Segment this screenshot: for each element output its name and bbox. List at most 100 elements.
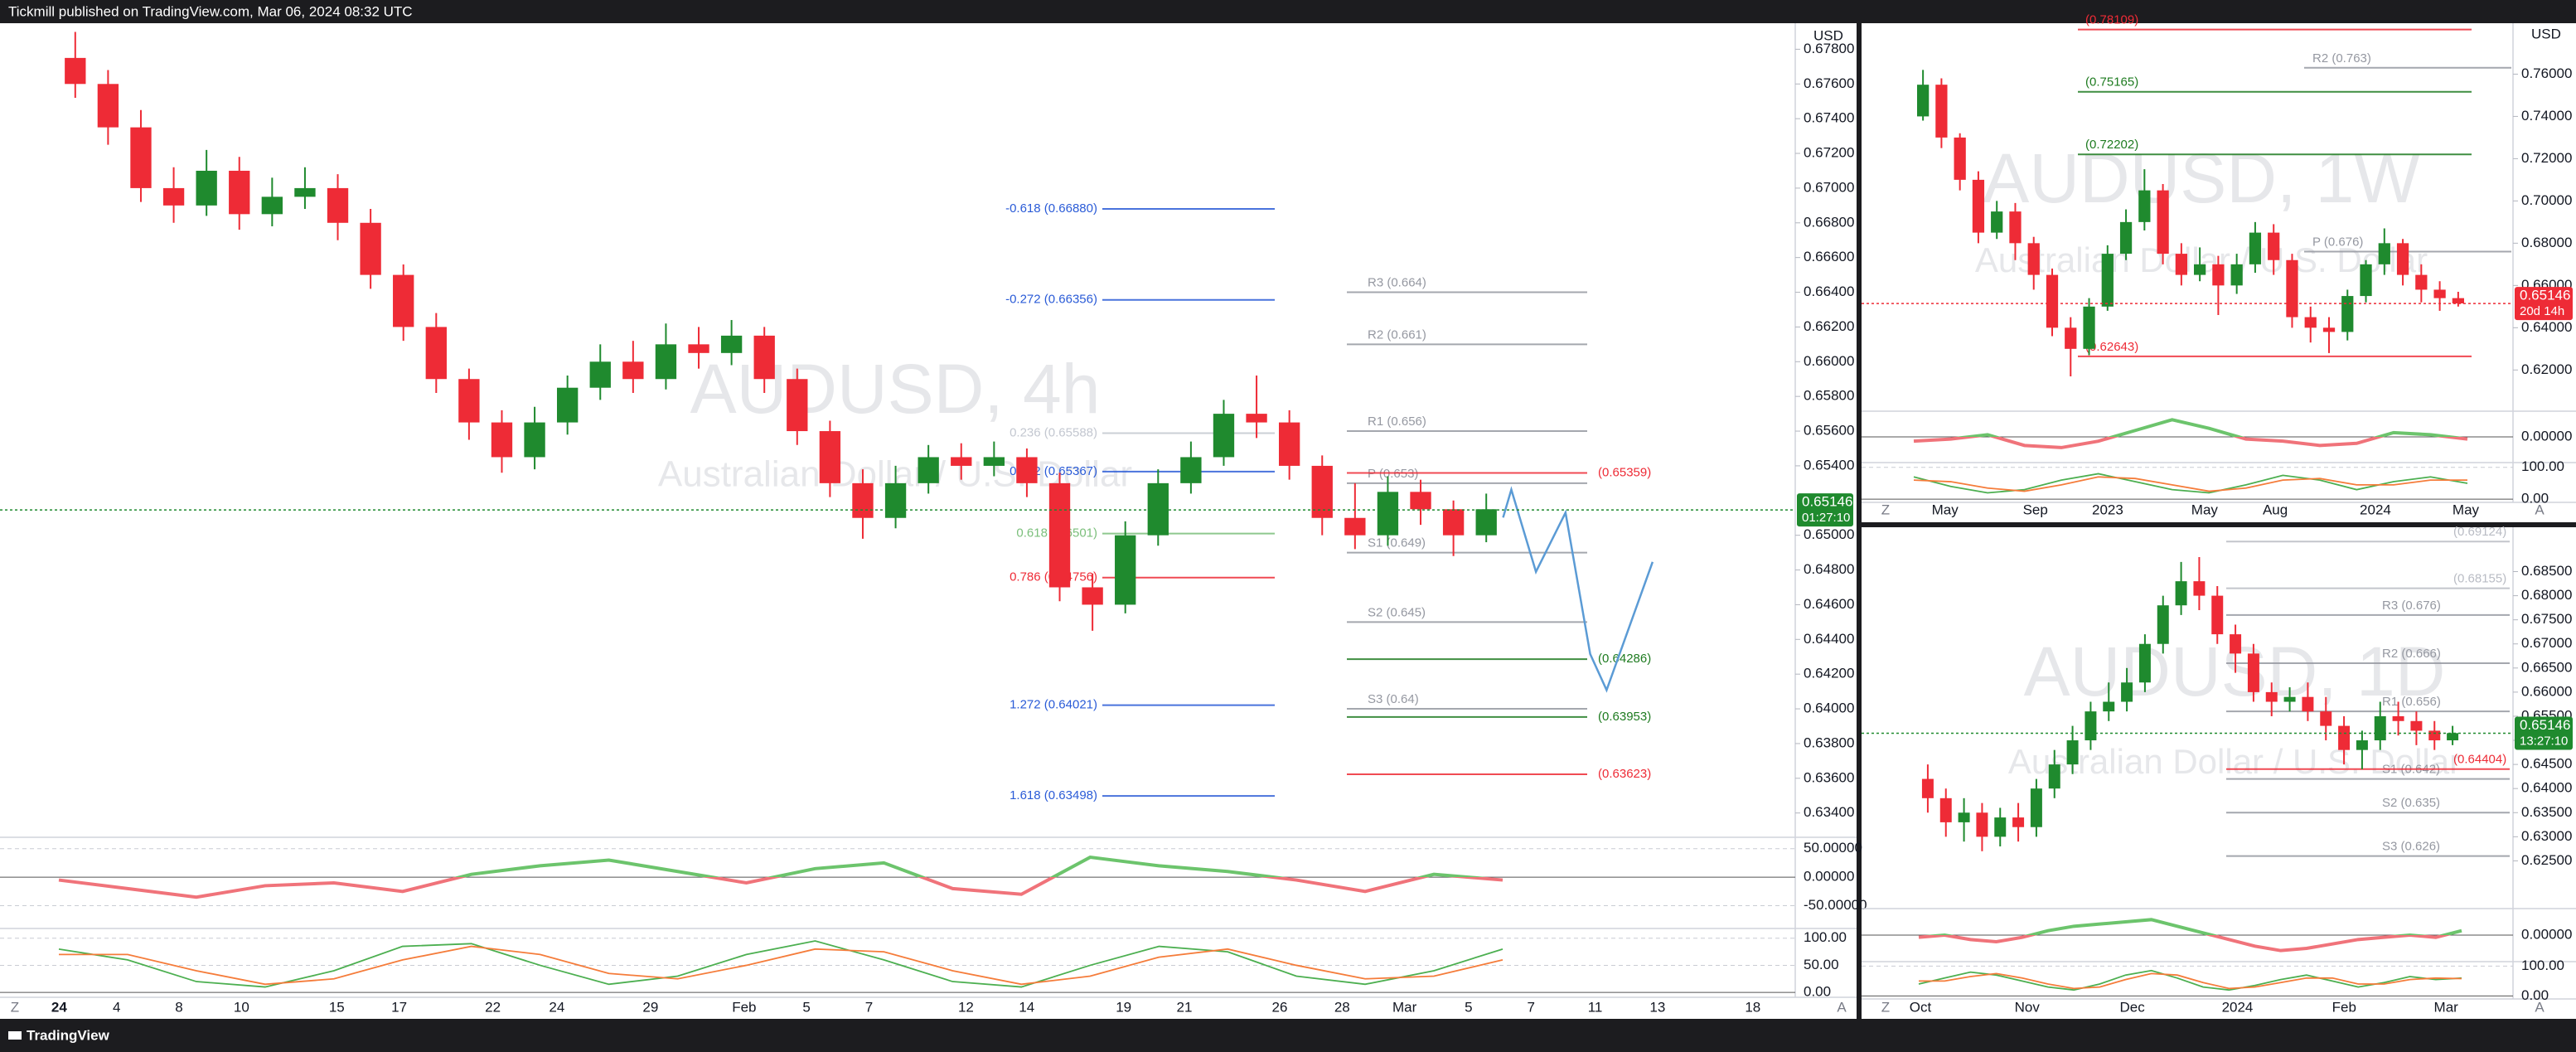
candle-body <box>2341 296 2354 332</box>
scale-button[interactable]: Z <box>11 999 19 1015</box>
fibonacci-label: 0.236 (0.65588) <box>1010 426 1097 440</box>
candle-body <box>97 84 119 128</box>
candle-body <box>1115 535 1136 605</box>
candle-body <box>1213 414 1235 458</box>
main-panel <box>0 23 1857 1019</box>
y-tick-label: 0.66000 <box>2521 683 2572 699</box>
last-price-label: 0.65146 <box>1802 494 1852 510</box>
y-tick-label: 0.64000 <box>2521 780 2572 796</box>
candle-body <box>1180 457 1202 483</box>
osc-line <box>1913 418 2468 449</box>
y-tick-label: 0.66600 <box>1804 249 1854 264</box>
last-price-tag <box>2515 287 2573 321</box>
levels-label: (0.64286) <box>1598 652 1651 666</box>
candle-body <box>852 482 874 518</box>
candle-body <box>2286 259 2298 318</box>
candle-body <box>819 431 841 483</box>
scale-button[interactable]: Z <box>1881 999 1890 1015</box>
candle-body <box>2212 264 2225 286</box>
x-tick-label: 13 <box>1649 999 1665 1015</box>
candle-body <box>1994 817 2007 837</box>
last-price-label: 0.65146 <box>2520 717 2570 733</box>
candle-body <box>2410 720 2423 731</box>
candle-body <box>2415 274 2428 290</box>
candle-body <box>1972 179 1985 233</box>
pivots-label: R2 (0.666) <box>2382 647 2441 661</box>
x-tick-label: Mar <box>2434 999 2459 1015</box>
scale-button[interactable]: A <box>2535 502 2545 517</box>
candle-body <box>720 335 743 353</box>
y-tick-label: 0.64600 <box>1804 596 1854 612</box>
y-tick-label: 0.65600 <box>1804 423 1854 439</box>
candle-body <box>951 457 972 466</box>
x-tick-label: 12 <box>958 999 974 1015</box>
levels-label: (0.78109) <box>2085 13 2138 27</box>
pivots-label: S3 (0.626) <box>2382 840 2440 854</box>
candle-body <box>2066 740 2079 765</box>
candle-body <box>1958 812 1970 822</box>
candle-body <box>491 422 513 458</box>
footer-logo: TradingView <box>8 1027 110 1043</box>
candle-body <box>2283 696 2296 702</box>
candle-body <box>327 187 349 223</box>
candle-body <box>1991 211 2003 233</box>
y-tick-label: 0.63000 <box>2521 828 2572 844</box>
candle-body <box>2101 254 2114 307</box>
y-tick-label: 0.63600 <box>1804 769 1854 785</box>
candle-body <box>1939 797 1952 822</box>
pivots-label: S2 (0.645) <box>1368 605 1426 619</box>
candle-body <box>2302 696 2314 712</box>
candle-body <box>2048 764 2060 789</box>
pivots-label: R1 (0.656) <box>2382 695 2441 709</box>
logo-mark <box>8 1031 22 1040</box>
levels-label: (0.64404) <box>2453 753 2506 767</box>
y-tick-label: 0.62000 <box>2521 361 2572 377</box>
candle-body <box>688 344 709 353</box>
candle-body <box>2338 725 2351 750</box>
candle-body <box>2356 740 2368 750</box>
x-tick-label: May <box>2191 502 2219 517</box>
x-tick-label: 17 <box>391 999 407 1015</box>
y-tick-label: 0.67200 <box>1804 145 1854 161</box>
watermark-subtitle: Australian Dollar / U.S. Dollar <box>2008 742 2461 781</box>
y-tick-label: 0.66000 <box>1804 353 1854 369</box>
candle-body <box>2027 243 2040 275</box>
y-tick-label: 0.64500 <box>2521 756 2572 772</box>
y-tick-label: 0.63800 <box>1804 734 1854 750</box>
candle-body <box>2392 715 2404 721</box>
y-tick-label: 0.68500 <box>2521 563 2572 579</box>
candle-body <box>524 422 545 458</box>
scale-button[interactable]: Z <box>1881 502 1890 517</box>
candle-body <box>2175 581 2187 606</box>
x-tick-label: 10 <box>234 999 249 1015</box>
x-tick-label: Aug <box>2263 502 2288 517</box>
candle-body <box>1954 137 1966 180</box>
x-tick-label: 22 <box>485 999 501 1015</box>
x-tick-label: 5 <box>1465 999 1472 1015</box>
pivots-label: S3 (0.64) <box>1368 692 1419 706</box>
osc-tick-label: 100.00 <box>2521 458 2564 474</box>
osc-tick-label: -50.00000 <box>1804 897 1867 913</box>
x-tick-label: May <box>1932 502 1959 517</box>
candle-body <box>458 379 480 423</box>
y-tick-label: 0.65800 <box>1804 388 1854 404</box>
candle-body <box>1935 85 1948 138</box>
scale-button[interactable]: A <box>2535 999 2545 1015</box>
osc-line <box>1913 476 2467 492</box>
candle-body <box>2065 327 2077 349</box>
candle-body <box>2304 317 2317 328</box>
osc-tick-label: 50.00 <box>1804 957 1839 972</box>
candle-body <box>196 170 217 206</box>
osc-tick-label: 100.00 <box>2521 957 2564 973</box>
candle-body <box>1377 492 1399 536</box>
watermark-title: AUDUSD, 4h <box>690 350 1101 428</box>
scale-button[interactable]: A <box>1837 999 1847 1015</box>
x-tick-label: 24 <box>51 999 67 1015</box>
candle-body <box>622 361 644 380</box>
countdown-label: 01:27:10 <box>1802 511 1850 525</box>
levels-label: (0.75165) <box>2085 75 2138 90</box>
last-price-label: 0.65146 <box>2520 288 2570 303</box>
last-price-tag <box>1797 493 1853 527</box>
